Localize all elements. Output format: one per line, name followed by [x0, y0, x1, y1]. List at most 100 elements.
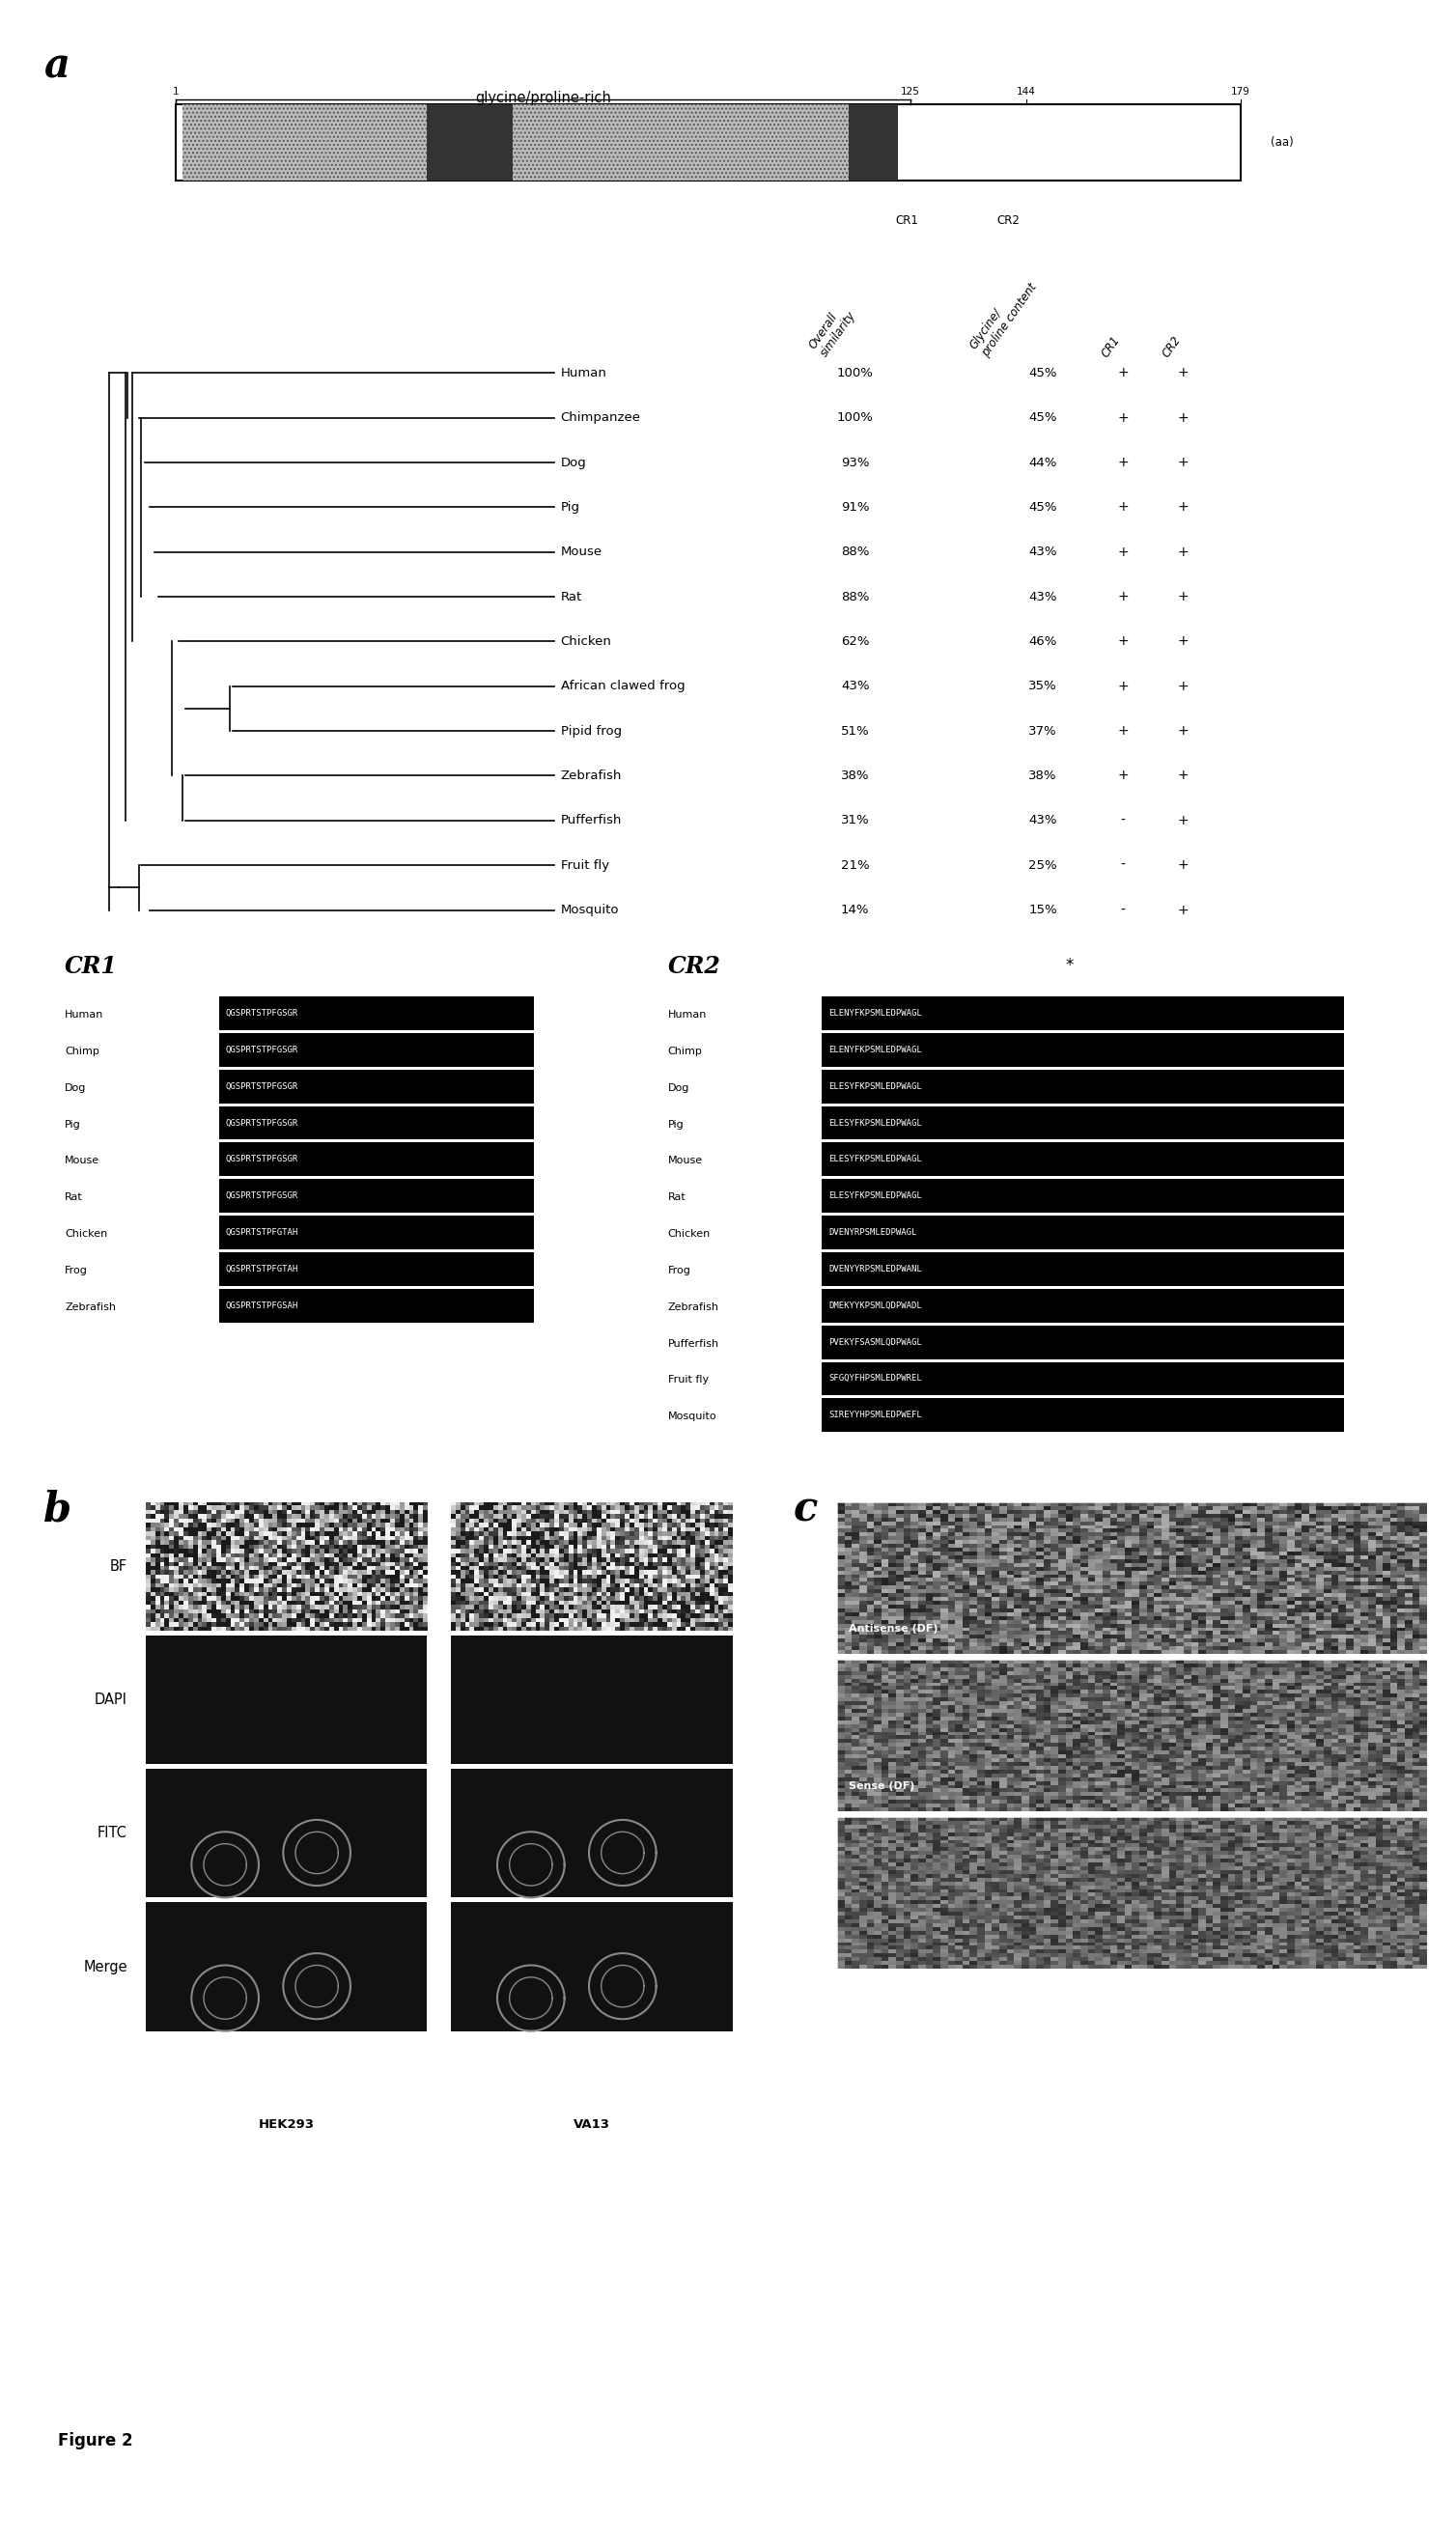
Text: ELENYFKPSMLEDPWAGL: ELENYFKPSMLEDPWAGL: [828, 1008, 922, 1018]
Text: 31%: 31%: [842, 815, 869, 827]
Text: ELESYFKPSMLEDPWAGL: ELESYFKPSMLEDPWAGL: [828, 1082, 922, 1090]
Text: QGSPRTSTPFGSGR: QGSPRTSTPFGSGR: [226, 1046, 298, 1054]
Bar: [218, 1253, 534, 1286]
Text: SIREYYHPSMLEDPWEFL: SIREYYHPSMLEDPWEFL: [828, 1410, 922, 1421]
Text: SFGQYFHPSMLEDPWREL: SFGQYFHPSMLEDPWREL: [828, 1375, 922, 1382]
Text: 179: 179: [1230, 87, 1249, 97]
Text: Sense (DF): Sense (DF): [849, 1782, 914, 1790]
Text: Chimp: Chimp: [66, 1046, 99, 1057]
Text: glycine/proline-rich: glycine/proline-rich: [475, 92, 612, 104]
Text: (aa): (aa): [1271, 137, 1294, 148]
Bar: [218, 1069, 534, 1102]
Bar: [837, 1660, 1427, 1810]
Text: +: +: [1118, 634, 1128, 649]
Text: CR1: CR1: [895, 214, 919, 227]
Text: +: +: [1118, 723, 1128, 738]
Text: 1: 1: [173, 87, 179, 97]
Bar: [513, 104, 849, 181]
Text: CR1: CR1: [66, 955, 118, 978]
Text: 91%: 91%: [842, 502, 869, 514]
Text: 88%: 88%: [842, 591, 869, 603]
Text: CR1: CR1: [1099, 334, 1123, 359]
Text: QGSPRTSTPFGSGR: QGSPRTSTPFGSGR: [226, 1156, 298, 1164]
Text: 62%: 62%: [842, 636, 869, 647]
Text: +: +: [1178, 769, 1190, 782]
Text: HEK293: HEK293: [258, 2118, 314, 2131]
Text: Dog: Dog: [66, 1082, 86, 1092]
Text: QGSPRTSTPFGSAH: QGSPRTSTPFGSAH: [226, 1301, 298, 1311]
Text: Overall
similarity: Overall similarity: [807, 300, 859, 359]
Bar: [218, 1179, 534, 1212]
Text: Pufferfish: Pufferfish: [561, 815, 622, 827]
Bar: [146, 1502, 427, 1632]
Text: ELESYFKPSMLEDPWAGL: ELESYFKPSMLEDPWAGL: [828, 1118, 922, 1128]
Text: DVENYRPSMLEDPWAGL: DVENYRPSMLEDPWAGL: [828, 1227, 917, 1237]
Bar: [176, 104, 1241, 181]
Bar: [146, 1635, 427, 1764]
Text: QGSPRTSTPFGSGR: QGSPRTSTPFGSGR: [226, 1008, 298, 1018]
Text: Human: Human: [668, 1011, 706, 1018]
Text: Frog: Frog: [668, 1265, 690, 1276]
Text: +: +: [1118, 456, 1128, 468]
Text: 51%: 51%: [842, 726, 869, 738]
Bar: [218, 995, 534, 1031]
Text: 100%: 100%: [837, 412, 874, 425]
Bar: [182, 104, 427, 181]
Text: +: +: [1178, 591, 1190, 603]
Text: CR2: CR2: [996, 214, 1019, 227]
Text: 25%: 25%: [1028, 858, 1057, 871]
Text: 37%: 37%: [1028, 726, 1057, 738]
Text: *: *: [1066, 957, 1073, 975]
Bar: [427, 104, 513, 181]
Text: Antisense (DF): Antisense (DF): [849, 1624, 938, 1635]
Text: Pig: Pig: [668, 1120, 684, 1130]
Text: -: -: [1121, 904, 1125, 917]
Text: +: +: [1178, 502, 1190, 514]
Bar: [837, 1502, 1427, 1652]
Text: c: c: [794, 1489, 818, 1530]
Text: Figure 2: Figure 2: [58, 2431, 132, 2449]
Text: Human: Human: [561, 367, 607, 379]
Text: 144: 144: [1016, 87, 1035, 97]
Bar: [821, 1288, 1344, 1321]
Text: +: +: [1118, 502, 1128, 514]
Text: Zebrafish: Zebrafish: [668, 1301, 719, 1311]
Text: 43%: 43%: [842, 680, 869, 693]
Bar: [146, 1769, 427, 1897]
Text: 45%: 45%: [1028, 367, 1057, 379]
Text: Pig: Pig: [66, 1120, 82, 1130]
Text: Human: Human: [66, 1011, 103, 1018]
Text: Pipid frog: Pipid frog: [561, 726, 622, 738]
Text: Pig: Pig: [561, 502, 579, 514]
Text: 35%: 35%: [1028, 680, 1057, 693]
Bar: [821, 1105, 1344, 1141]
Text: Merge: Merge: [83, 1960, 127, 1973]
Text: Dog: Dog: [561, 456, 587, 468]
Text: Rat: Rat: [561, 591, 582, 603]
Bar: [218, 1288, 534, 1321]
Text: Mouse: Mouse: [66, 1156, 100, 1166]
Text: +: +: [1118, 410, 1128, 425]
Text: +: +: [1178, 858, 1190, 873]
Text: +: +: [1118, 545, 1128, 558]
Bar: [821, 1143, 1344, 1176]
Text: QGSPRTSTPFGSGR: QGSPRTSTPFGSGR: [226, 1118, 298, 1128]
Text: PVEKYFSASMLQDPWAGL: PVEKYFSASMLQDPWAGL: [828, 1337, 922, 1347]
Text: 46%: 46%: [1028, 636, 1057, 647]
Bar: [513, 104, 849, 181]
Text: Zebrafish: Zebrafish: [561, 769, 622, 782]
Text: +: +: [1118, 367, 1128, 379]
Text: Zebrafish: Zebrafish: [66, 1301, 116, 1311]
Bar: [451, 1635, 732, 1764]
Text: QGSPRTSTPFGTAH: QGSPRTSTPFGTAH: [226, 1227, 298, 1237]
Text: 38%: 38%: [1028, 769, 1057, 782]
Text: 88%: 88%: [842, 545, 869, 558]
Text: Pufferfish: Pufferfish: [668, 1339, 719, 1349]
Text: 45%: 45%: [1028, 412, 1057, 425]
Text: 43%: 43%: [1028, 545, 1057, 558]
Text: -: -: [1121, 815, 1125, 827]
Text: African clawed frog: African clawed frog: [561, 680, 684, 693]
Text: 45%: 45%: [1028, 502, 1057, 514]
Bar: [218, 1034, 534, 1067]
Text: QGSPRTSTPFGSGR: QGSPRTSTPFGSGR: [226, 1082, 298, 1090]
